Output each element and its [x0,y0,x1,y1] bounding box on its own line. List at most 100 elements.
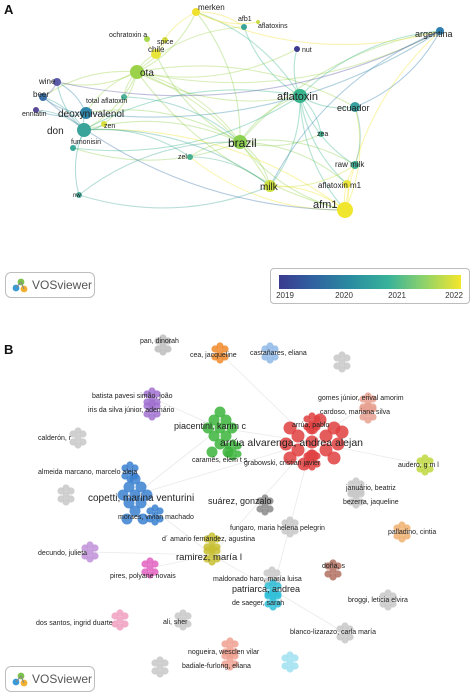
node-don[interactable] [77,123,91,137]
node-nw[interactable] [76,192,82,198]
author-cluster[interactable] [141,557,159,579]
node-aflatoxin-m1[interactable] [343,180,351,188]
network-edge [134,441,313,496]
node-deoxynivalenol[interactable] [80,107,92,119]
node-ochratoxin-a[interactable] [144,36,150,42]
author-cluster[interactable] [379,589,397,611]
author-cluster[interactable] [221,649,239,671]
author-cluster[interactable] [303,449,321,471]
node-chile[interactable] [151,49,161,59]
node-milk[interactable] [264,180,276,192]
author-cluster[interactable] [69,427,87,449]
author-label: blanco-lizarazo, carla maría [290,629,376,636]
color-gradient-bar [279,275,461,289]
node-afb1[interactable] [241,24,247,30]
network-edge [83,71,138,131]
node-raw-milk[interactable] [351,161,359,169]
network-edge [136,71,271,187]
author-cluster[interactable] [261,342,279,364]
author-node [129,505,141,517]
author-node [62,491,70,499]
author-cluster[interactable] [359,402,377,424]
node-aflatoxins[interactable] [256,20,260,24]
node-zel[interactable] [187,154,193,160]
node-aflatoxin[interactable] [293,89,307,103]
author-cluster[interactable] [154,334,172,356]
author-node [279,437,293,451]
author-cluster[interactable] [146,504,164,526]
node-merken[interactable] [192,8,200,16]
node-wine[interactable] [53,78,61,86]
author-cluster[interactable] [203,544,221,566]
author-cluster[interactable] [151,656,169,678]
network-edge [243,26,301,97]
node-beer[interactable] [39,93,47,101]
node-label-aflatoxin: aflatoxin [277,91,318,103]
network-edge [299,95,348,185]
author-cluster[interactable] [333,351,351,373]
author-node [261,501,269,509]
author-node [146,557,154,565]
author-cluster[interactable] [174,609,192,631]
author-cluster[interactable] [111,609,129,631]
author-label: ramirez, maría l [176,552,242,563]
author-node [364,416,372,424]
network-edge [189,156,346,211]
network-edge [354,30,441,108]
author-cluster[interactable] [281,516,299,538]
author-cluster[interactable] [256,494,274,516]
network-edge [136,71,301,102]
author-cluster[interactable] [117,473,153,525]
author-cluster[interactable] [324,559,342,581]
node-label-nut: nut [302,47,312,54]
network-edge [134,427,221,496]
network-edge [83,129,271,187]
author-cluster[interactable] [347,487,365,509]
author-label: patriarca, andrea [232,584,300,594]
node-zea[interactable] [318,131,324,137]
author-label: d´ amario fernández, agustina [162,536,255,543]
node-fumonisin[interactable] [70,145,76,151]
author-node [156,656,164,664]
author-cluster[interactable] [57,484,75,506]
author-node [286,516,294,524]
author-node [364,409,372,417]
author-cluster[interactable] [211,342,229,364]
author-label: arrúa alvarenga, andrea alejan [220,437,363,449]
author-cluster[interactable] [416,454,434,476]
author-node [352,477,360,485]
node-argentina[interactable] [436,27,444,35]
author-node [261,494,269,502]
author-label: batista pavesi simão, joão [92,393,173,400]
author-cluster[interactable] [81,541,99,563]
node-nut[interactable] [294,46,300,52]
network-edge [155,53,241,143]
author-node [220,430,232,442]
author-node [208,414,220,426]
author-label: broggi, leticia elvira [348,597,408,604]
author-node [269,589,277,597]
node-afm1[interactable] [337,202,353,218]
network-edge [269,164,356,188]
node-label-ota: ota [140,68,154,79]
node-enniatin[interactable] [33,107,39,113]
node-ota[interactable] [130,65,144,79]
node-zen[interactable] [101,121,107,127]
author-cluster[interactable] [143,399,161,421]
node-total-aflatoxin[interactable] [121,94,127,100]
node-spice[interactable] [162,37,168,43]
author-node [313,413,327,427]
author-cluster[interactable] [336,622,354,644]
author-cluster[interactable] [202,406,238,458]
author-cluster[interactable] [264,589,282,611]
author-cluster[interactable] [281,651,299,673]
node-brazil[interactable] [233,135,247,149]
author-node [129,489,141,501]
node-label-zel: zel [178,154,187,161]
author-cluster[interactable] [224,439,242,461]
author-label: almeida marcano, marcelo aleja [38,469,137,476]
keyword-network-map: merken chile ota spice ochratoxin a afb1 aflat… [22,3,453,218]
node-ecuador[interactable] [350,102,360,112]
author-node [86,541,94,549]
author-cluster[interactable] [393,521,411,543]
